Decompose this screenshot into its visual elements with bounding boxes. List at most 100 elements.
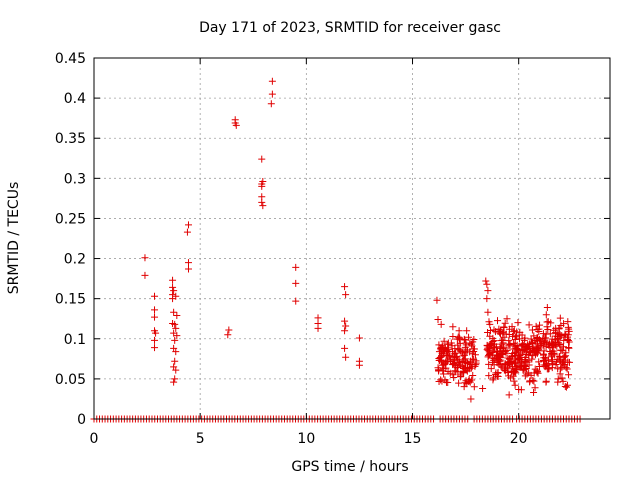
data-point: [497, 362, 505, 370]
data-point: [483, 295, 491, 303]
data-point: [292, 279, 300, 287]
data-point: [513, 364, 521, 372]
data-point: [434, 316, 442, 324]
data-point: [563, 365, 571, 373]
x-tick-label: 15: [404, 431, 422, 447]
data-point: [225, 326, 233, 334]
data-point: [482, 277, 490, 285]
data-point: [544, 318, 552, 326]
data-point: [437, 320, 445, 328]
data-point: [267, 100, 275, 108]
data-point: [170, 378, 178, 386]
data-point: [554, 332, 562, 340]
data-point: [268, 77, 276, 85]
data-point: [539, 341, 547, 349]
data-point: [505, 391, 513, 399]
data-point: [457, 373, 465, 381]
y-axis-label: SRMTID / TECUs: [6, 182, 22, 295]
data-point: [461, 336, 469, 344]
data-point: [461, 358, 469, 366]
data-point: [535, 358, 543, 366]
data-point: [171, 320, 179, 328]
data-point: [513, 328, 521, 336]
data-point: [505, 372, 513, 380]
axis-ticks: 0 0.05 0.1 0.15 0.2 0.25 0.3 0.35 0.4 0.45 0 5 10 15 2…: [55, 51, 610, 447]
data-point: [355, 361, 363, 369]
plot-frame: [93, 57, 611, 420]
data-point: [490, 326, 498, 334]
data-point: [533, 343, 541, 351]
data-point: [341, 317, 349, 325]
data-point: [173, 332, 181, 340]
data-point: [548, 357, 556, 365]
data-point: [151, 306, 159, 314]
data-point: [536, 362, 544, 370]
data-point: [460, 335, 468, 343]
data-point: [520, 336, 528, 344]
data-point: [494, 317, 502, 325]
data-point: [171, 375, 179, 383]
y-tick-label: 0.1: [64, 332, 86, 348]
data-point: [341, 283, 349, 291]
data-point: [496, 329, 504, 337]
data-point: [461, 348, 469, 356]
y-tick-label: 0.15: [55, 292, 86, 308]
data-point: [526, 378, 534, 386]
data-point: [533, 347, 541, 355]
data-point: [172, 366, 180, 374]
data-point: [560, 353, 568, 361]
data-point: [541, 334, 549, 342]
data-point: [171, 336, 179, 344]
data-point: [455, 333, 463, 341]
data-point: [490, 356, 498, 364]
data-point: [170, 287, 178, 295]
data-point: [497, 344, 505, 352]
data-point: [151, 344, 159, 352]
data-point: [463, 327, 471, 335]
data-point: [479, 385, 487, 393]
data-point: [550, 349, 558, 357]
data-point: [444, 344, 452, 352]
data-point: [513, 344, 521, 352]
data-point: [543, 303, 551, 311]
y-tick-label: 0.4: [64, 91, 86, 107]
data-point: [224, 331, 232, 339]
data-point: [512, 369, 520, 377]
data-point: [451, 360, 459, 368]
data-points: [90, 77, 584, 423]
data-point: [470, 336, 478, 344]
data-point: [499, 336, 507, 344]
data-point: [510, 377, 518, 385]
data-point: [544, 365, 552, 373]
data-point: [496, 357, 504, 365]
data-point: [449, 323, 457, 331]
data-point: [438, 358, 446, 366]
y-tick-label: 0.05: [55, 372, 86, 388]
data-point: [448, 342, 456, 350]
data-point: [493, 372, 501, 380]
data-point: [559, 359, 567, 367]
data-point: [554, 365, 562, 373]
data-point: [434, 366, 442, 374]
data-point: [459, 368, 467, 376]
data-point: [489, 376, 497, 384]
data-point: [525, 321, 533, 329]
data-point: [439, 343, 447, 351]
data-point: [531, 336, 539, 344]
data-point: [525, 361, 533, 369]
data-point: [511, 381, 519, 389]
data-point: [169, 283, 177, 291]
data-point: [259, 202, 267, 210]
data-point: [528, 355, 536, 363]
data-point: [141, 254, 149, 262]
data-point: [529, 376, 537, 384]
data-point: [539, 330, 547, 338]
data-point: [458, 362, 466, 370]
data-point: [554, 378, 562, 386]
data-point: [446, 352, 454, 360]
x-tick-label: 20: [510, 431, 528, 447]
data-point: [184, 259, 192, 267]
data-point: [484, 287, 492, 295]
data-point: [498, 340, 506, 348]
data-point: [548, 364, 556, 372]
